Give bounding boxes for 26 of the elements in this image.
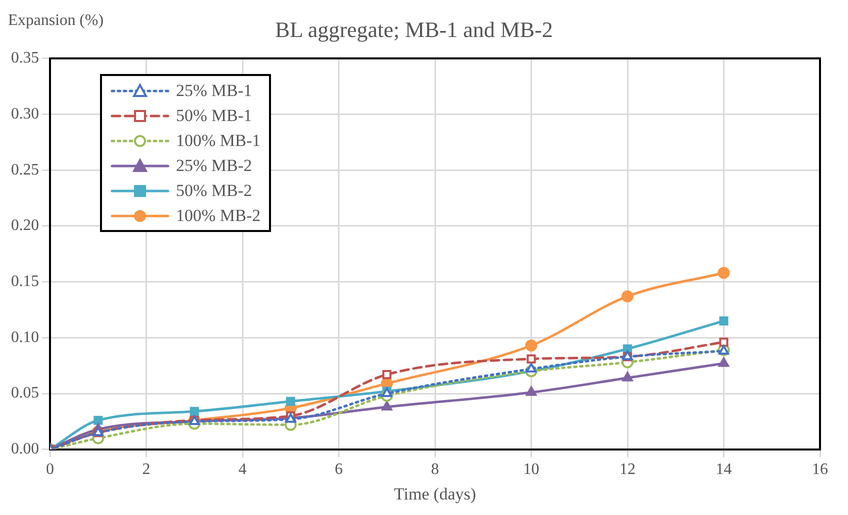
y-tick-label: 0.20 [11, 217, 39, 234]
legend-label: 25% MB-1 [176, 80, 252, 100]
x-tick-label: 2 [142, 461, 150, 478]
legend-label: 50% MB-1 [176, 106, 252, 126]
legend-label: 25% MB-2 [176, 156, 252, 176]
x-axis-title: Time (days) [394, 484, 476, 504]
legend-label: 100% MB-2 [176, 206, 261, 226]
x-tick-label: 0 [46, 461, 54, 478]
x-tick-label: 8 [431, 461, 439, 478]
legend-label: 100% MB-1 [176, 130, 261, 150]
x-tick-label: 6 [334, 461, 343, 478]
x-tick-label: 16 [812, 461, 828, 478]
y-tick-label: 0.05 [11, 384, 39, 402]
y-tick-label: 0.15 [11, 273, 39, 290]
y-tick-label: 0.10 [11, 328, 39, 346]
y-tick-label: 0.00 [11, 440, 39, 458]
y-tick-label: 0.35 [11, 50, 39, 67]
x-tick-label: 10 [523, 461, 540, 478]
x-tick-label: 4 [238, 461, 246, 478]
y-axis-title: Expansion (%) [8, 12, 104, 30]
y-tick-label: 0.30 [11, 105, 39, 122]
legend-label: 50% MB-2 [176, 180, 252, 200]
x-tick-label: 14 [716, 461, 732, 478]
x-tick-label: 12 [620, 461, 636, 478]
chart-title: BL aggregate; MB-1 and MB-2 [275, 16, 553, 42]
y-tick-label: 0.25 [11, 161, 39, 178]
